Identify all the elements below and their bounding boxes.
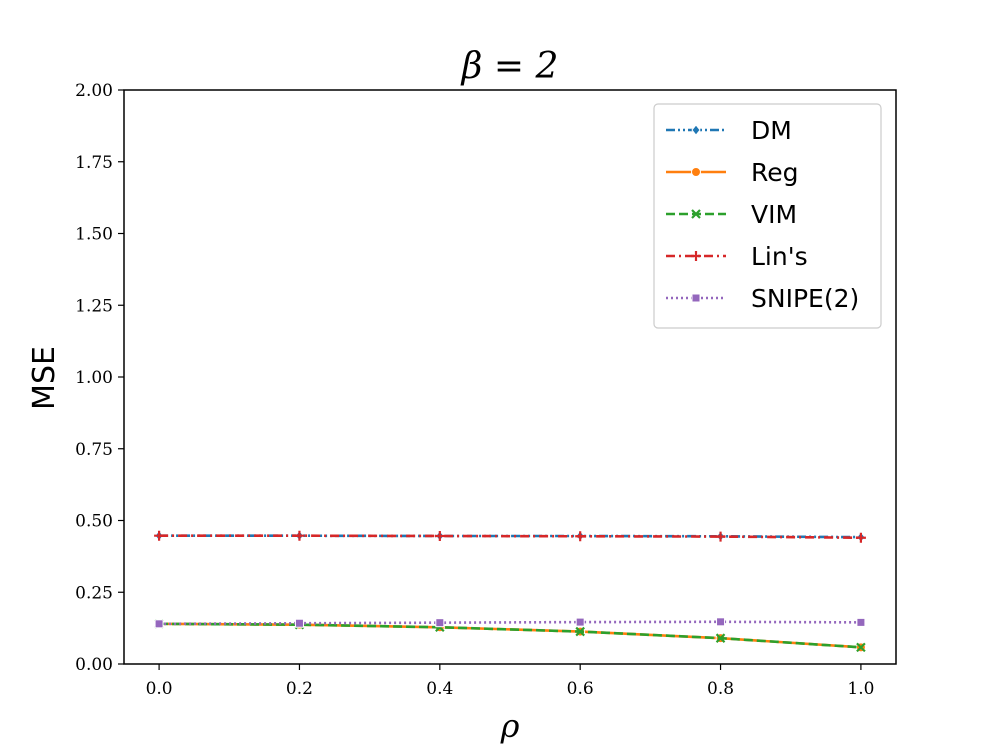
x-tick-label: 0.4 <box>426 679 453 699</box>
data-point-snipe-2 <box>716 617 726 627</box>
legend-label: VIM <box>751 200 797 229</box>
data-point-lin-s <box>715 531 726 542</box>
legend-marker <box>691 167 701 177</box>
legend-marker <box>691 124 701 136</box>
y-tick-label: 1.75 <box>75 153 113 173</box>
legend: DM Reg VIM Lin's SNIPE(2) <box>653 103 882 329</box>
series-line-lin-s <box>159 534 861 540</box>
legend-marker <box>691 293 701 303</box>
data-point-snipe-2 <box>154 619 164 629</box>
series-line-reg <box>159 622 861 649</box>
data-point-lin-s <box>575 531 586 542</box>
x-axis-label: ρ <box>500 707 520 745</box>
legend-label: DM <box>751 116 792 145</box>
data-point-lin-s <box>294 530 305 541</box>
x-tick-label: 0.8 <box>707 679 734 699</box>
data-point-lin-s <box>154 530 165 541</box>
y-tick-label: 0.50 <box>75 512 113 532</box>
legend-label: SNIPE(2) <box>751 284 859 313</box>
y-tick-label: 1.00 <box>75 368 113 388</box>
plot-area: 0.0 0.2 0.4 0.6 0.8 1.0 0.00 0.25 0.50 0.75 1.00 1.… <box>75 81 897 699</box>
legend-marker <box>691 251 701 261</box>
data-point-vim <box>715 633 726 643</box>
x-tick-label: 0.0 <box>146 679 173 699</box>
data-point-snipe-2 <box>294 618 304 628</box>
x-tick-label: 0.2 <box>286 679 313 699</box>
data-point-vim <box>856 642 866 653</box>
data-point-vim <box>575 626 585 637</box>
legend-box <box>653 103 882 329</box>
x-tick-label: 0.6 <box>567 679 594 699</box>
y-tick-label: 0.00 <box>75 655 113 675</box>
data-point-snipe-2 <box>575 617 585 627</box>
y-tick-label: 2.00 <box>75 81 113 101</box>
legend-marker <box>691 209 701 219</box>
y-tick-label: 1.25 <box>75 296 113 316</box>
series-line-snipe-2 <box>159 620 861 626</box>
x-tick-label: 1.0 <box>847 679 874 699</box>
data-point-snipe-2 <box>435 618 445 628</box>
y-axis-label: MSE <box>27 346 62 410</box>
data-point-lin-s <box>855 532 866 543</box>
data-point-snipe-2 <box>856 617 866 627</box>
chart-title: β = 2 <box>460 46 559 87</box>
y-tick-label: 0.75 <box>75 440 113 460</box>
data-point-lin-s <box>434 530 445 541</box>
legend-label: Reg <box>751 158 799 187</box>
series-line-vim <box>159 622 861 649</box>
y-tick-label: 1.50 <box>75 225 113 245</box>
y-tick-label: 0.25 <box>75 583 113 603</box>
legend-label: Lin's <box>751 242 808 271</box>
